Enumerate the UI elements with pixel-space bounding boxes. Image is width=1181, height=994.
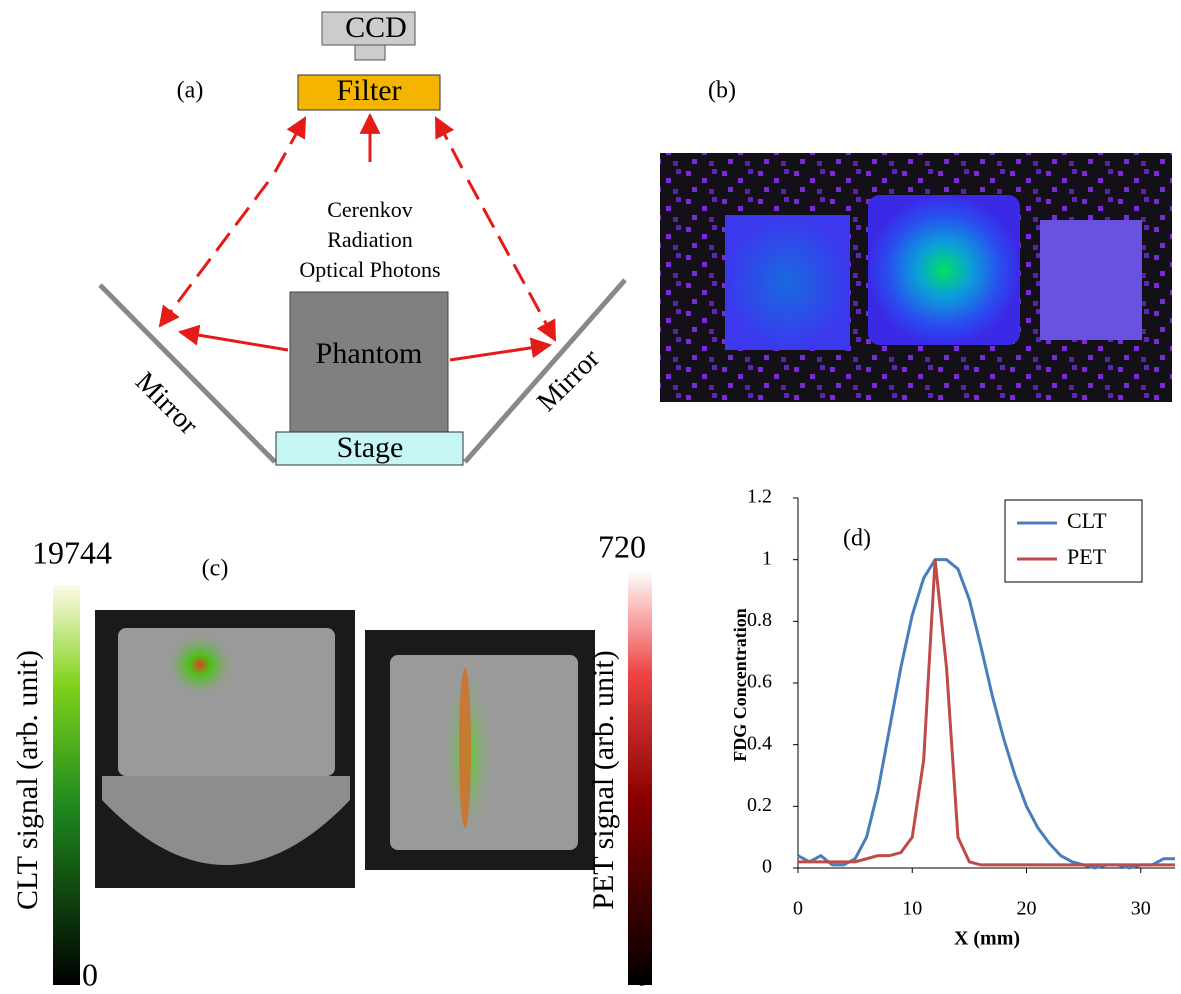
image-region — [868, 195, 1020, 345]
x-tick-label: 0 — [793, 898, 803, 920]
y-tick-label: 1 — [762, 547, 772, 569]
x-tick-label: 10 — [902, 898, 922, 920]
y-tick-label: 0 — [762, 856, 772, 878]
colorbar-max: 720 — [598, 528, 646, 564]
panel-b: (b) — [660, 78, 1172, 403]
mirror — [100, 285, 275, 462]
y-tick-label: 0.4 — [747, 732, 772, 754]
colorbar-label: CLT signal (arb. unit) — [11, 650, 44, 910]
image-region — [1040, 220, 1142, 340]
y-tick-label: 0.2 — [747, 794, 772, 816]
emission-text: Cerenkov — [327, 197, 413, 222]
colorbar-label: PET signal (arb. unit) — [587, 650, 620, 909]
x-tick-label: 30 — [1131, 898, 1151, 920]
y-tick-label: 0.8 — [747, 609, 772, 631]
panel-label: (b) — [708, 78, 736, 104]
emission-text: Radiation — [327, 227, 413, 252]
stage-label: Stage — [337, 431, 404, 464]
line-series — [798, 560, 1175, 868]
y-tick-label: 0.6 — [747, 671, 772, 693]
ccd-lens — [355, 45, 385, 60]
ccd-label: CCD — [345, 11, 407, 44]
panel-d: (d) X (mm) FDG Concentration 00.20.40.60… — [730, 486, 1175, 950]
panel-c: (c) 19744 0 CLT signal (arb. unit) 720 0… — [11, 528, 652, 992]
colorbar-max: 19744 — [32, 534, 112, 570]
mirror-label: Mirror — [531, 343, 606, 418]
panel-label: (d) — [843, 526, 871, 552]
signal-blob — [459, 668, 471, 828]
colorbar — [53, 585, 80, 985]
x-axis-label: X (mm) — [954, 928, 1020, 950]
legend-label: PET — [1067, 544, 1107, 569]
filter-label: Filter — [337, 74, 402, 107]
panel-a: (a) CCD Filter Cerenkov Radiation Optica… — [100, 11, 625, 465]
image-region — [725, 215, 850, 350]
phantom-label: Phantom — [316, 337, 423, 370]
figure: (a) CCD Filter Cerenkov Radiation Optica… — [0, 0, 1181, 994]
panel-label: (a) — [177, 78, 204, 104]
mirror — [465, 280, 625, 462]
colorbar-min: 0 — [82, 956, 98, 992]
colorbar-min: 0 — [634, 956, 650, 992]
signal-blob — [164, 631, 236, 699]
panel-label: (c) — [202, 556, 229, 582]
colorbar — [628, 570, 652, 985]
y-tick-label: 1.2 — [747, 486, 772, 508]
emission-text: Optical Photons — [299, 257, 440, 282]
legend-label: CLT — [1067, 508, 1107, 533]
line-series — [798, 560, 1175, 865]
x-tick-label: 20 — [1016, 898, 1036, 920]
